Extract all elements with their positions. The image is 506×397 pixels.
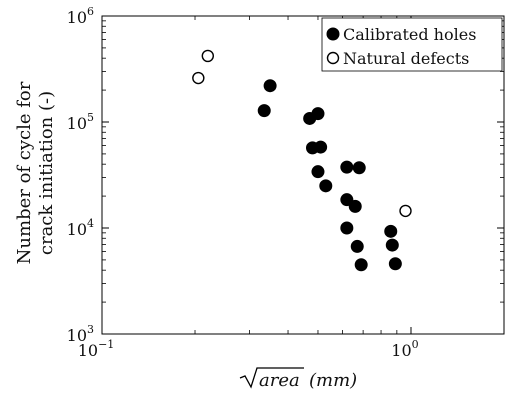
y-tick-label: 103: [67, 323, 94, 345]
natural-defect-point: [201, 49, 215, 63]
legend-label: Calibrated holes: [343, 25, 476, 44]
calibrated-hole-point: [319, 179, 333, 193]
calibrated-hole-point: [340, 160, 354, 174]
axes: 10−1 100 103 104 105 106: [67, 5, 505, 360]
calibrated-hole-point: [348, 199, 362, 213]
y-axis-label: crack initiation (-): [36, 91, 57, 255]
axis-labels: Number of cycle for crack initiation (-) a…: [14, 81, 357, 391]
legend-label: Natural defects: [343, 49, 469, 68]
legend-marker-filled: [326, 27, 340, 41]
calibrated-hole-point: [385, 238, 399, 252]
calibrated-hole-point: [340, 193, 354, 207]
calibrated-hole-point: [354, 258, 368, 272]
natural-defect-point: [399, 204, 412, 218]
plot-frame: [101, 15, 505, 335]
x-tick-label: 10−1: [78, 338, 115, 360]
y-axis-label: Number of cycle for: [14, 81, 35, 264]
data-points: [192, 49, 412, 272]
y-tick-label: 104: [67, 217, 94, 239]
x-tick-label: 100: [391, 338, 418, 360]
calibrated-hole-point: [311, 107, 325, 121]
x-axis-label-unit: (mm): [309, 370, 357, 391]
x-axis-label-radicand: area: [259, 370, 300, 391]
legend-box: [321, 17, 503, 72]
calibrated-hole-point: [388, 257, 402, 271]
calibrated-hole-point: [352, 161, 366, 175]
calibrated-hole-point: [263, 79, 277, 93]
sqrt-symbol: [239, 367, 304, 389]
calibrated-hole-point: [314, 140, 328, 154]
y-tick-label: 106: [67, 5, 94, 27]
calibrated-hole-point: [340, 221, 354, 235]
calibrated-hole-point: [257, 104, 271, 118]
calibrated-hole-point: [384, 224, 398, 238]
calibrated-hole-point: [350, 239, 364, 253]
legend: Calibrated holes Natural defects: [321, 17, 503, 72]
calibrated-hole-point: [311, 165, 325, 179]
natural-defect-point: [192, 71, 205, 85]
legend-marker-open: [326, 51, 340, 65]
y-tick-label: 105: [67, 111, 94, 133]
